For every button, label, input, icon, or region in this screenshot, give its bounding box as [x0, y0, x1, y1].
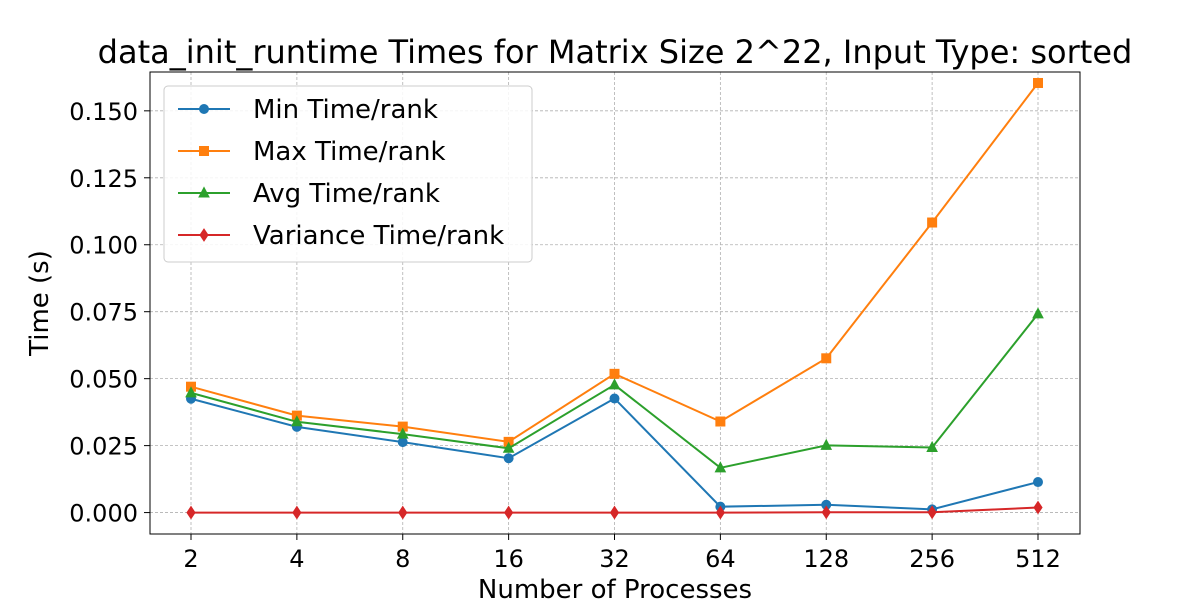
data-point — [292, 505, 302, 520]
chart-title: data_init_runtime Times for Matrix Size … — [98, 33, 1133, 71]
x-tick-label: 8 — [395, 545, 410, 573]
x-tick-label: 16 — [493, 545, 524, 573]
data-point — [715, 505, 725, 520]
data-point — [397, 437, 408, 448]
data-point — [186, 505, 196, 520]
x-tick-label: 4 — [289, 545, 304, 573]
data-point — [821, 353, 832, 364]
data-point — [1033, 500, 1043, 515]
legend-entry: Min Time/rank — [178, 95, 438, 125]
data-point — [1033, 77, 1043, 88]
legend-entry: Variance Time/rank — [178, 221, 504, 251]
x-tick-label: 2 — [183, 545, 198, 573]
legend-entry: Avg Time/rank — [178, 179, 440, 209]
y-axis-label: Time (s) — [25, 250, 55, 357]
x-tick-label: 256 — [909, 545, 955, 573]
y-tick-label: 0.075 — [69, 299, 138, 327]
plot-area-frame — [149, 71, 1081, 535]
series-2 — [185, 307, 1044, 473]
legend-label: Min Time/rank — [253, 95, 438, 125]
data-point — [609, 505, 620, 520]
x-axis-ticks: 2 4 8 16 32 64 128 256 512 — [183, 534, 1061, 573]
y-tick-label: 0.125 — [69, 165, 138, 193]
legend: Min Time/rank Max Time/rank Avg Time/rank V… — [163, 85, 533, 263]
data-point — [609, 393, 620, 404]
data-point — [185, 386, 197, 398]
series-lines — [185, 77, 1044, 520]
data-point — [1032, 307, 1044, 319]
legend-marker — [199, 228, 209, 242]
data-point — [609, 368, 620, 379]
data-point — [927, 217, 938, 228]
y-tick-label: 0.150 — [69, 98, 138, 126]
series-3 — [186, 500, 1043, 520]
data-point — [821, 505, 831, 520]
x-tick-label: 64 — [705, 545, 736, 573]
legend-marker — [198, 186, 210, 198]
y-tick-label: 0.000 — [69, 500, 138, 528]
data-point — [503, 453, 514, 464]
x-tick-label: 128 — [803, 545, 849, 573]
data-point — [291, 415, 303, 427]
data-point — [608, 378, 621, 390]
legend-label: Avg Time/rank — [253, 179, 440, 209]
y-tick-label: 0.100 — [69, 232, 138, 260]
legend-label: Max Time/rank — [253, 137, 446, 167]
y-axis-ticks: 0.000 0.025 0.050 0.075 0.100 0.125 0.150 — [69, 98, 150, 528]
legend-marker — [199, 104, 209, 114]
data-point — [715, 416, 726, 427]
data-point — [1033, 477, 1043, 488]
data-point — [926, 440, 938, 452]
data-point — [396, 427, 409, 439]
y-tick-label: 0.025 — [69, 433, 138, 461]
data-point — [502, 441, 515, 453]
data-point — [398, 505, 408, 520]
x-axis-label: Number of Processes — [478, 575, 752, 600]
legend-entry: Max Time/rank — [178, 137, 446, 167]
x-tick-label: 32 — [599, 545, 630, 573]
data-point — [714, 461, 727, 473]
legend-marker — [199, 146, 209, 156]
legend-label: Variance Time/rank — [253, 221, 504, 251]
data-point — [504, 505, 514, 520]
data-point — [820, 438, 833, 450]
y-tick-label: 0.050 — [69, 366, 138, 394]
data-point — [927, 505, 937, 520]
legend-box — [163, 85, 533, 263]
x-tick-label: 512 — [1015, 545, 1061, 573]
